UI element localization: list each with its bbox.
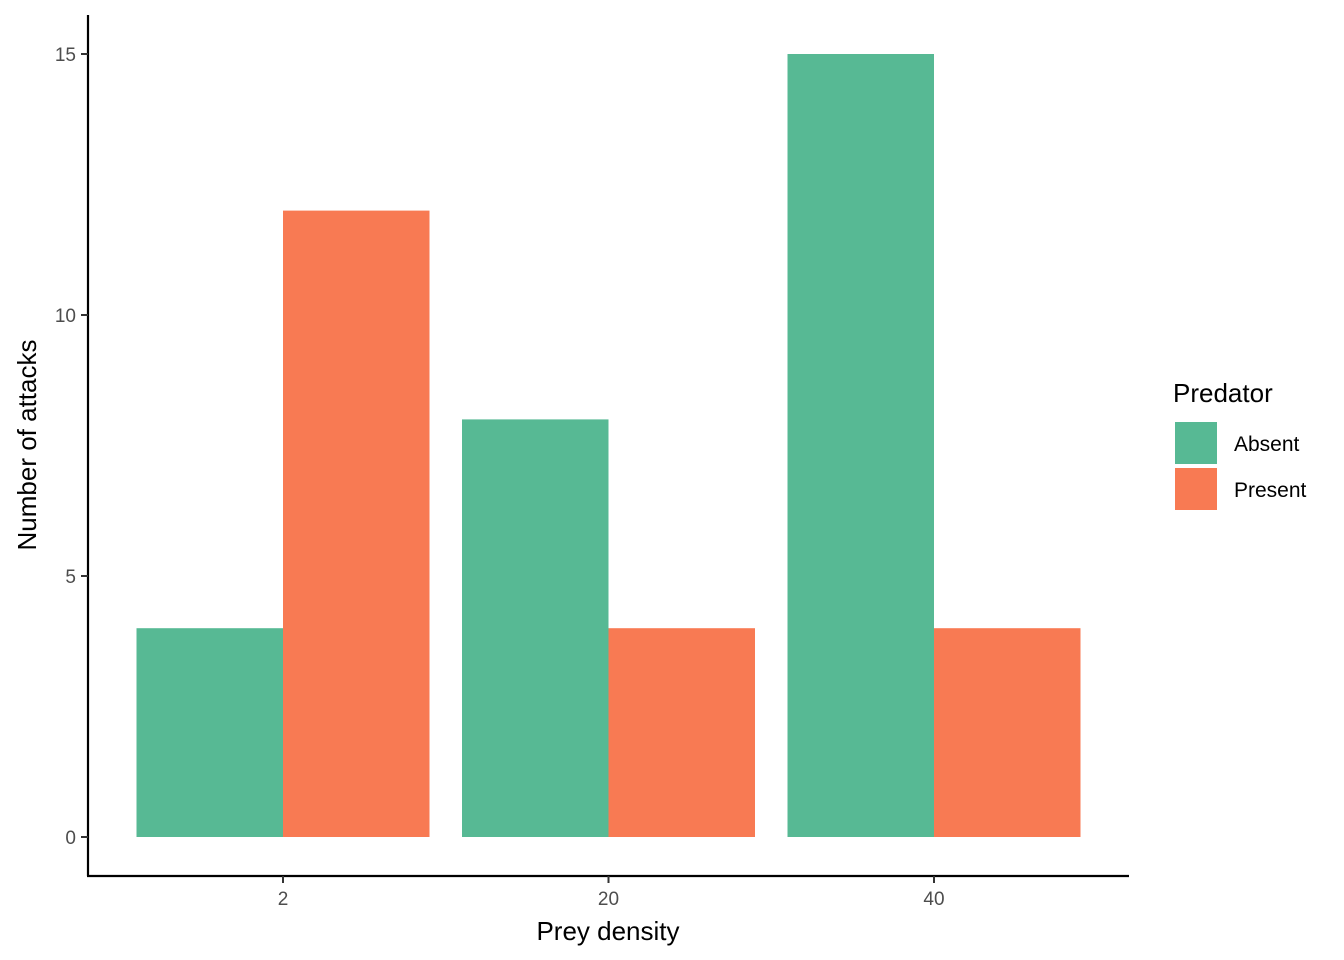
x-axis-title: Prey density xyxy=(536,916,679,946)
x-tick-label: 2 xyxy=(278,889,289,910)
y-tick-label: 0 xyxy=(65,828,76,849)
y-tick-label: 10 xyxy=(55,306,76,327)
legend-items: Absent Present xyxy=(1175,422,1307,510)
legend-label-present: Present xyxy=(1234,479,1307,502)
bar-present-2 xyxy=(283,210,430,838)
x-axis: 2 20 40 xyxy=(87,874,1129,910)
legend-key-absent xyxy=(1175,422,1217,464)
x-tick-label: 20 xyxy=(598,889,619,910)
legend-title: Predator xyxy=(1173,378,1273,408)
legend: Predator Absent Present xyxy=(1173,378,1307,510)
legend-key-present xyxy=(1175,468,1217,510)
bar-present-20 xyxy=(608,628,755,837)
y-tick-label: 5 xyxy=(65,567,76,588)
bar-absent-2 xyxy=(136,628,283,837)
bars-group xyxy=(136,54,1081,838)
bar-present-40 xyxy=(934,628,1081,837)
legend-label-absent: Absent xyxy=(1234,433,1300,456)
y-axis-title: Number of attacks xyxy=(12,340,42,551)
y-tick-label: 15 xyxy=(55,45,76,66)
bar-absent-20 xyxy=(462,419,609,837)
bar-absent-40 xyxy=(787,54,934,837)
x-tick-label: 40 xyxy=(923,889,944,910)
y-axis: 0 5 10 15 xyxy=(55,15,90,876)
